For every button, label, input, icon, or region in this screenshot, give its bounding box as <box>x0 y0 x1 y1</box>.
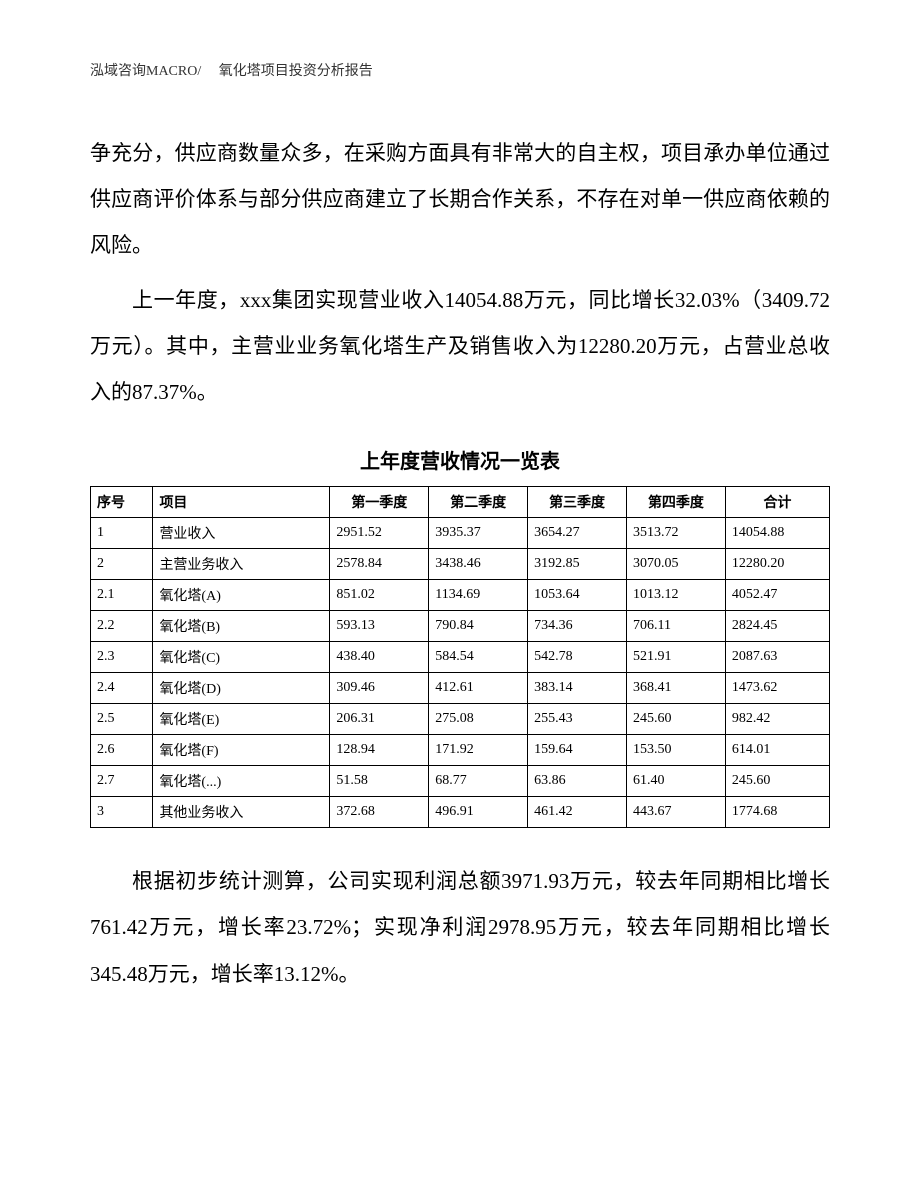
col-header-q3: 第三季度 <box>528 487 627 518</box>
cell-item: 氧化塔(F) <box>153 735 330 766</box>
cell-total: 2824.45 <box>725 611 829 642</box>
cell-q3: 159.64 <box>528 735 627 766</box>
cell-q2: 275.08 <box>429 704 528 735</box>
paragraph-1: 争充分，供应商数量众多，在采购方面具有非常大的自主权，项目承办单位通过供应商评价… <box>90 130 830 269</box>
cell-q3: 542.78 <box>528 642 627 673</box>
cell-seq: 2.6 <box>91 735 153 766</box>
cell-total: 4052.47 <box>725 580 829 611</box>
cell-item: 氧化塔(B) <box>153 611 330 642</box>
col-header-seq: 序号 <box>91 487 153 518</box>
table-row: 2.3 氧化塔(C) 438.40 584.54 542.78 521.91 2… <box>91 642 830 673</box>
cell-total: 14054.88 <box>725 518 829 549</box>
table-row: 2.4 氧化塔(D) 309.46 412.61 383.14 368.41 1… <box>91 673 830 704</box>
cell-q1: 128.94 <box>330 735 429 766</box>
table-row: 2.5 氧化塔(E) 206.31 275.08 255.43 245.60 9… <box>91 704 830 735</box>
cell-q2: 412.61 <box>429 673 528 704</box>
cell-seq: 2.4 <box>91 673 153 704</box>
cell-q3: 461.42 <box>528 797 627 828</box>
cell-q2: 68.77 <box>429 766 528 797</box>
table-row: 2.6 氧化塔(F) 128.94 171.92 159.64 153.50 6… <box>91 735 830 766</box>
cell-q1: 309.46 <box>330 673 429 704</box>
cell-seq: 2 <box>91 549 153 580</box>
cell-seq: 2.5 <box>91 704 153 735</box>
cell-q2: 3438.46 <box>429 549 528 580</box>
cell-q4: 3513.72 <box>627 518 726 549</box>
cell-total: 12280.20 <box>725 549 829 580</box>
table-row: 3 其他业务收入 372.68 496.91 461.42 443.67 177… <box>91 797 830 828</box>
cell-q4: 153.50 <box>627 735 726 766</box>
cell-q2: 1134.69 <box>429 580 528 611</box>
table-header-row: 序号 项目 第一季度 第二季度 第三季度 第四季度 合计 <box>91 487 830 518</box>
cell-q4: 245.60 <box>627 704 726 735</box>
cell-q1: 51.58 <box>330 766 429 797</box>
cell-item: 氧化塔(...) <box>153 766 330 797</box>
cell-total: 614.01 <box>725 735 829 766</box>
cell-q1: 593.13 <box>330 611 429 642</box>
col-header-item: 项目 <box>153 487 330 518</box>
cell-seq: 2.7 <box>91 766 153 797</box>
col-header-q4: 第四季度 <box>627 487 726 518</box>
cell-q4: 521.91 <box>627 642 726 673</box>
cell-total: 1473.62 <box>725 673 829 704</box>
revenue-table: 序号 项目 第一季度 第二季度 第三季度 第四季度 合计 1 营业收入 2951… <box>90 486 830 828</box>
col-header-total: 合计 <box>725 487 829 518</box>
col-header-q2: 第二季度 <box>429 487 528 518</box>
cell-item: 氧化塔(C) <box>153 642 330 673</box>
cell-seq: 2.2 <box>91 611 153 642</box>
cell-q2: 584.54 <box>429 642 528 673</box>
cell-q3: 734.36 <box>528 611 627 642</box>
cell-seq: 2.3 <box>91 642 153 673</box>
table-row: 1 营业收入 2951.52 3935.37 3654.27 3513.72 1… <box>91 518 830 549</box>
cell-item: 氧化塔(D) <box>153 673 330 704</box>
cell-q4: 443.67 <box>627 797 726 828</box>
cell-q1: 2951.52 <box>330 518 429 549</box>
page-header: 泓域咨询MACRO/ 氧化塔项目投资分析报告 <box>90 60 830 80</box>
cell-q1: 851.02 <box>330 580 429 611</box>
cell-q3: 63.86 <box>528 766 627 797</box>
cell-total: 982.42 <box>725 704 829 735</box>
table-title: 上年度营收情况一览表 <box>90 445 830 474</box>
cell-total: 245.60 <box>725 766 829 797</box>
cell-total: 2087.63 <box>725 642 829 673</box>
cell-q3: 3654.27 <box>528 518 627 549</box>
cell-q2: 3935.37 <box>429 518 528 549</box>
cell-q4: 61.40 <box>627 766 726 797</box>
table-row: 2.1 氧化塔(A) 851.02 1134.69 1053.64 1013.1… <box>91 580 830 611</box>
cell-q1: 372.68 <box>330 797 429 828</box>
cell-total: 1774.68 <box>725 797 829 828</box>
cell-seq: 2.1 <box>91 580 153 611</box>
cell-item: 氧化塔(E) <box>153 704 330 735</box>
cell-item: 其他业务收入 <box>153 797 330 828</box>
cell-q3: 3192.85 <box>528 549 627 580</box>
table-row: 2 主营业务收入 2578.84 3438.46 3192.85 3070.05… <box>91 549 830 580</box>
cell-q1: 438.40 <box>330 642 429 673</box>
table-row: 2.7 氧化塔(...) 51.58 68.77 63.86 61.40 245… <box>91 766 830 797</box>
cell-q1: 206.31 <box>330 704 429 735</box>
cell-q3: 383.14 <box>528 673 627 704</box>
col-header-q1: 第一季度 <box>330 487 429 518</box>
table-body: 1 营业收入 2951.52 3935.37 3654.27 3513.72 1… <box>91 518 830 828</box>
cell-seq: 1 <box>91 518 153 549</box>
paragraph-3: 根据初步统计测算，公司实现利润总额3971.93万元，较去年同期相比增长761.… <box>90 858 830 997</box>
cell-q2: 171.92 <box>429 735 528 766</box>
cell-q4: 1013.12 <box>627 580 726 611</box>
cell-q4: 706.11 <box>627 611 726 642</box>
paragraph-2: 上一年度，xxx集团实现营业收入14054.88万元，同比增长32.03%（34… <box>90 277 830 416</box>
table-row: 2.2 氧化塔(B) 593.13 790.84 734.36 706.11 2… <box>91 611 830 642</box>
cell-q3: 1053.64 <box>528 580 627 611</box>
cell-q3: 255.43 <box>528 704 627 735</box>
cell-seq: 3 <box>91 797 153 828</box>
cell-q4: 3070.05 <box>627 549 726 580</box>
cell-item: 主营业务收入 <box>153 549 330 580</box>
cell-q2: 496.91 <box>429 797 528 828</box>
cell-item: 营业收入 <box>153 518 330 549</box>
cell-q4: 368.41 <box>627 673 726 704</box>
cell-item: 氧化塔(A) <box>153 580 330 611</box>
cell-q2: 790.84 <box>429 611 528 642</box>
cell-q1: 2578.84 <box>330 549 429 580</box>
